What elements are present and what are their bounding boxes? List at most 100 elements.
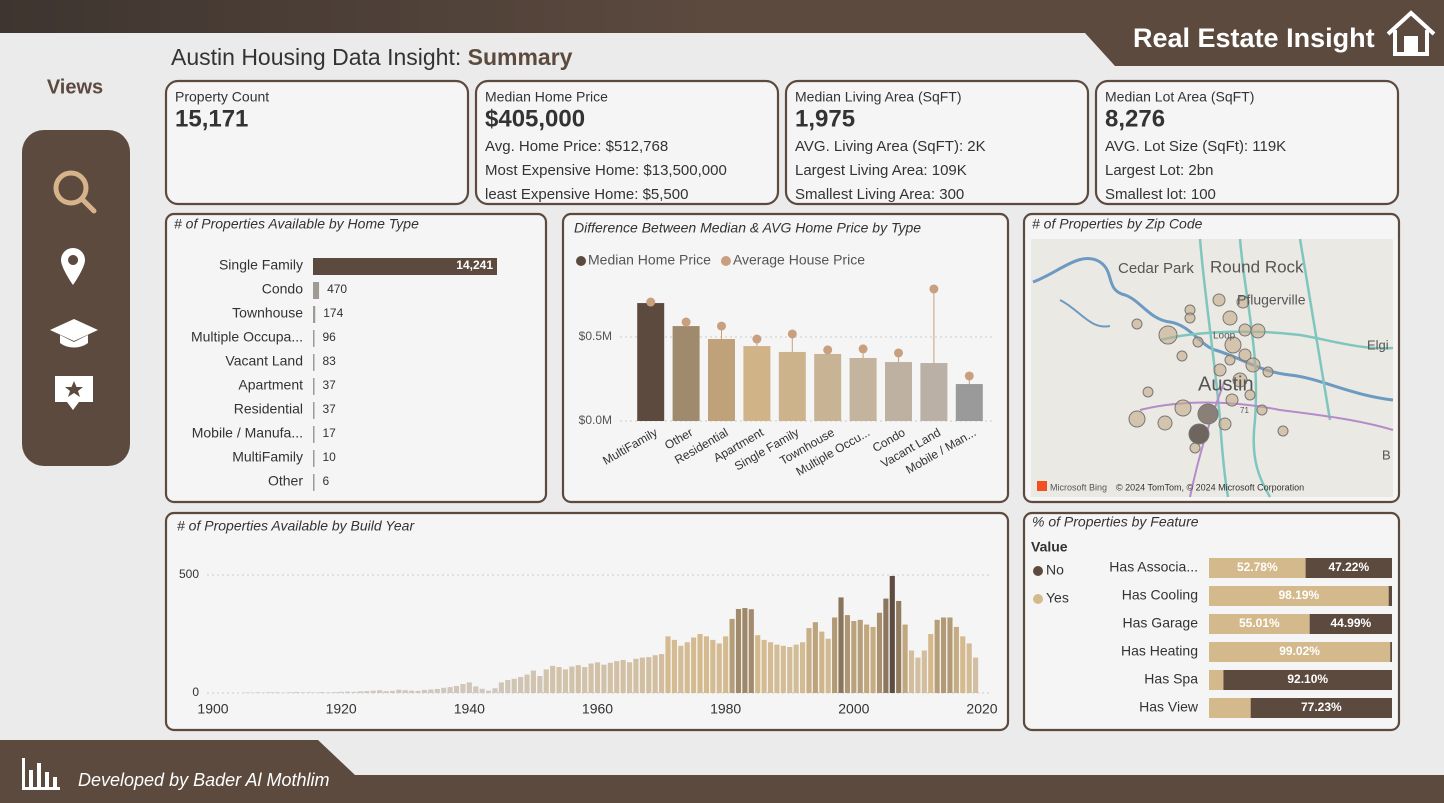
bar <box>255 692 261 693</box>
y-tick-label: $0.0M <box>579 413 612 427</box>
data-label: 37 <box>323 402 337 416</box>
bar <box>274 692 280 693</box>
y-tick-label: Vacant Land <box>225 353 303 369</box>
bar <box>588 663 594 693</box>
bar <box>518 676 524 693</box>
chart-title: # of Properties by Zip Code <box>1032 216 1203 232</box>
kpi-detail: AVG. Living Area (SqFT): 2K <box>795 138 986 155</box>
bar <box>876 612 883 693</box>
bar <box>383 691 389 693</box>
dot <box>894 348 903 358</box>
location-icon[interactable] <box>61 248 85 285</box>
data-label: 10 <box>323 450 337 464</box>
bar <box>844 615 850 693</box>
bar <box>908 650 915 693</box>
bar <box>902 624 908 693</box>
map-background <box>1031 239 1393 497</box>
bar <box>825 638 831 693</box>
bar <box>723 636 729 693</box>
bar <box>966 643 972 693</box>
data-label: 98.19% <box>1278 588 1319 602</box>
education-icon[interactable] <box>50 319 98 348</box>
page-title-text: Austin Housing Data Insight: <box>171 44 461 70</box>
bar <box>313 330 315 347</box>
y-tick-label: Condo <box>262 281 303 297</box>
bar <box>313 378 315 395</box>
data-label: 470 <box>327 282 347 296</box>
bar <box>778 351 806 421</box>
brand-title: Real Estate Insight <box>1133 23 1375 53</box>
bar <box>864 624 870 693</box>
dot <box>752 334 762 344</box>
bar <box>601 664 607 693</box>
place-label: B <box>1382 447 1391 462</box>
bar <box>973 657 979 693</box>
brand-banner <box>1085 18 1444 66</box>
kpi-card <box>784 79 1090 206</box>
bar <box>479 688 485 693</box>
zip-bubbles <box>1128 293 1289 454</box>
bar <box>313 258 497 275</box>
bar <box>466 682 472 693</box>
dot <box>858 344 868 354</box>
place-label: Round Rock <box>1210 257 1304 276</box>
bar <box>633 658 639 693</box>
data-label: 44.99% <box>1330 616 1371 630</box>
bar <box>620 659 626 693</box>
bar <box>492 688 498 693</box>
bar <box>313 474 315 491</box>
bar-segment <box>1209 670 1224 690</box>
bar <box>338 691 344 693</box>
bar <box>743 346 771 421</box>
map[interactable]: Cedar Park Round Rock Pflugerville Loop Aust… <box>1031 238 1394 498</box>
bar <box>684 642 690 693</box>
bar <box>364 691 370 693</box>
bar <box>889 575 895 693</box>
x-tick-label: 1920 <box>326 701 357 717</box>
bar <box>708 339 735 421</box>
bar <box>485 690 492 693</box>
bar <box>793 644 799 693</box>
bar <box>735 608 742 693</box>
data-label: 96 <box>323 330 337 344</box>
bar <box>428 689 434 693</box>
page-subtitle: Summary <box>468 44 573 70</box>
kpi-detail: Largest Lot: 2bn <box>1105 162 1213 179</box>
bar <box>313 426 315 443</box>
data-label: 77.23% <box>1301 700 1342 714</box>
bar <box>646 657 652 693</box>
bar <box>814 353 842 421</box>
sidebar-heading: Views <box>47 76 103 98</box>
legend-title: Value <box>1031 539 1068 555</box>
legend-label: No <box>1046 562 1064 578</box>
kpi-detail: least Expensive Home: $5,500 <box>485 186 688 203</box>
kpi-value: $405,000 <box>485 105 585 132</box>
bar <box>832 617 838 693</box>
bar <box>819 631 825 693</box>
sidebar-panel <box>22 130 130 466</box>
data-label: 37 <box>323 378 337 392</box>
y-tick-label: 500 <box>179 567 199 581</box>
y-tick-label: Has Spa <box>1144 671 1198 687</box>
search-icon[interactable] <box>53 170 97 214</box>
y-tick-label: Multiple Occupa... <box>191 329 303 345</box>
lake <box>1059 299 1111 328</box>
data-label: 17 <box>323 426 337 440</box>
bar <box>806 628 812 693</box>
bar <box>505 680 511 693</box>
place-label: Pflugerville <box>1237 292 1306 308</box>
bar <box>511 678 517 693</box>
bar <box>780 645 786 693</box>
dot <box>717 321 726 331</box>
bar <box>319 692 325 693</box>
bar <box>287 692 293 693</box>
bar <box>953 626 959 693</box>
kpi-value: 8,276 <box>1105 105 1165 132</box>
bar <box>582 667 588 693</box>
review-icon[interactable] <box>55 376 93 410</box>
y-tick-label: Single Family <box>219 257 303 273</box>
y-tick-label: Has Heating <box>1121 643 1198 659</box>
legend-swatch <box>576 256 586 266</box>
bar <box>421 689 428 693</box>
place-label: Cedar Park <box>1118 260 1194 277</box>
